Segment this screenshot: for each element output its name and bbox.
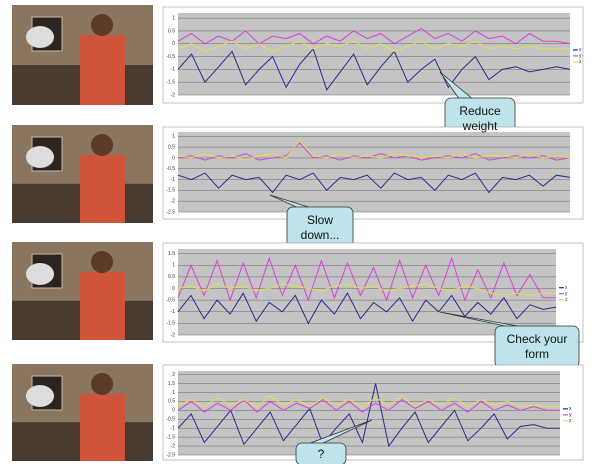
dumbbell bbox=[26, 146, 54, 168]
dumbbell bbox=[26, 385, 54, 407]
callout-text: ? bbox=[317, 447, 325, 461]
legend-label: z bbox=[579, 59, 582, 65]
y-tick-label: -0.5 bbox=[166, 297, 175, 303]
person-head bbox=[91, 373, 113, 395]
legend-label: x bbox=[579, 47, 582, 53]
plot-area bbox=[178, 249, 556, 335]
series-line bbox=[177, 292, 557, 325]
y-tick-label: -1.5 bbox=[166, 321, 175, 327]
callout-seam bbox=[306, 443, 318, 447]
callout-seam bbox=[301, 207, 314, 211]
legend-label: x bbox=[565, 285, 568, 291]
y-tick-label: -2.5 bbox=[166, 452, 175, 458]
plot-area bbox=[178, 13, 570, 95]
person-body bbox=[80, 394, 125, 461]
callout-box bbox=[295, 442, 347, 464]
y-tick-label: 1 bbox=[172, 390, 175, 396]
series-line bbox=[177, 139, 571, 161]
y-tick-label: 0.5 bbox=[168, 399, 175, 405]
y-tick-label: -2 bbox=[171, 332, 176, 338]
callout-text: Reduce weight bbox=[459, 104, 501, 133]
y-tick-label: 0 bbox=[172, 286, 175, 292]
plot-area bbox=[178, 132, 570, 212]
callout-seam bbox=[461, 98, 473, 102]
legend-label: x bbox=[569, 406, 572, 412]
y-tick-label: 1 bbox=[172, 263, 175, 269]
y-tick-label: 1.5 bbox=[168, 251, 175, 257]
series-line bbox=[177, 27, 571, 45]
y-tick-label: -1 bbox=[171, 177, 176, 183]
person-head bbox=[91, 251, 113, 273]
person-head bbox=[91, 134, 113, 156]
legend-label: z bbox=[565, 297, 568, 303]
callout-text: Slow down... bbox=[300, 213, 340, 242]
y-tick-label: 2 bbox=[172, 372, 175, 378]
person-body bbox=[80, 155, 125, 223]
y-tick-label: 1.5 bbox=[168, 381, 175, 387]
series-line bbox=[177, 40, 570, 52]
y-tick-label: -1.5 bbox=[166, 188, 175, 194]
y-tick-label: -1 bbox=[171, 67, 176, 73]
series-line bbox=[177, 172, 571, 194]
y-tick-label: 0 bbox=[172, 408, 175, 414]
legend-label: y bbox=[565, 291, 568, 297]
series-line bbox=[177, 283, 556, 297]
y-tick-label: -2 bbox=[171, 443, 176, 449]
series-line bbox=[177, 256, 556, 302]
legend-label: y bbox=[579, 53, 582, 59]
person-body bbox=[80, 35, 125, 105]
dumbbell bbox=[26, 26, 54, 48]
y-tick-label: 0.5 bbox=[168, 274, 175, 280]
y-tick-label: -0.5 bbox=[166, 417, 175, 423]
y-tick-label: -1.5 bbox=[166, 80, 175, 86]
y-tick-label: 0 bbox=[172, 155, 175, 161]
legend-label: y bbox=[569, 412, 572, 418]
y-tick-label: 0.5 bbox=[168, 144, 175, 150]
y-tick-label: -2.5 bbox=[166, 209, 175, 215]
y-tick-label: 0 bbox=[172, 41, 175, 47]
series-line bbox=[177, 395, 560, 408]
y-tick-label: 1 bbox=[172, 134, 175, 140]
y-tick-label: -1 bbox=[171, 309, 176, 315]
series-line bbox=[177, 398, 560, 413]
person-head bbox=[91, 14, 113, 36]
y-tick-label: -0.5 bbox=[166, 54, 175, 60]
series-line bbox=[177, 47, 571, 91]
person-body bbox=[80, 272, 125, 340]
callout-text: Check your form bbox=[506, 332, 568, 361]
dumbbell bbox=[26, 263, 54, 285]
y-tick-label: -0.5 bbox=[166, 166, 175, 172]
y-tick-label: -2 bbox=[171, 199, 176, 205]
y-tick-label: -2 bbox=[171, 92, 176, 98]
callout-seam bbox=[515, 326, 528, 330]
y-tick-label: 1 bbox=[172, 15, 175, 21]
y-tick-label: -1.5 bbox=[166, 434, 175, 440]
legend-label: z bbox=[569, 418, 572, 424]
y-tick-label: 0.5 bbox=[168, 28, 175, 34]
y-tick-label: -1 bbox=[171, 426, 176, 432]
series-line bbox=[177, 383, 560, 448]
series-line bbox=[177, 142, 571, 161]
